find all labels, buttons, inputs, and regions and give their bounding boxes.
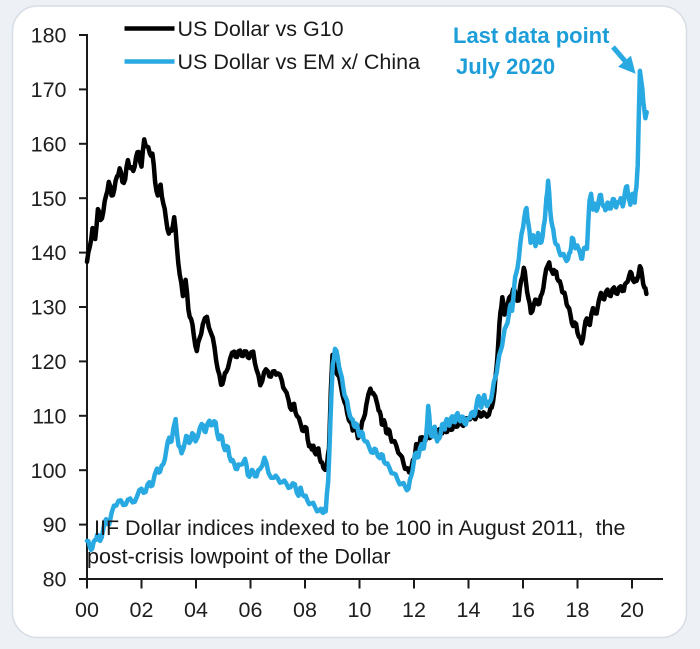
svg-text:180: 180	[31, 24, 67, 48]
svg-text:150: 150	[31, 187, 67, 211]
svg-text:04: 04	[184, 598, 208, 622]
svg-text:00: 00	[75, 598, 99, 622]
svg-text:140: 140	[31, 241, 67, 265]
svg-text:July 2020: July 2020	[456, 54, 555, 79]
svg-text:Last data point: Last data point	[453, 23, 610, 48]
svg-text:IIF Dollar indices indexed to: IIF Dollar indices indexed to be 100 in …	[94, 516, 625, 540]
svg-text:US Dollar vs EM x/ China: US Dollar vs EM x/ China	[178, 50, 421, 74]
svg-text:02: 02	[130, 598, 154, 622]
svg-text:08: 08	[293, 598, 317, 622]
svg-text:110: 110	[32, 404, 66, 428]
svg-text:90: 90	[43, 513, 67, 537]
svg-text:US Dollar vs G10: US Dollar vs G10	[178, 17, 344, 41]
svg-text:16: 16	[511, 598, 535, 622]
svg-text:120: 120	[31, 350, 67, 374]
svg-text:160: 160	[31, 132, 67, 156]
svg-text:post-crisis lowpoint of the Do: post-crisis lowpoint of the Dollar	[87, 545, 391, 569]
svg-text:80: 80	[43, 568, 67, 592]
svg-text:170: 170	[31, 78, 67, 102]
svg-text:14: 14	[457, 598, 481, 622]
svg-text:130: 130	[31, 296, 67, 320]
svg-text:18: 18	[566, 598, 590, 622]
svg-text:100: 100	[31, 459, 67, 483]
svg-text:10: 10	[348, 598, 372, 622]
svg-text:12: 12	[402, 598, 426, 622]
svg-text:20: 20	[620, 598, 644, 622]
svg-text:06: 06	[239, 598, 263, 622]
